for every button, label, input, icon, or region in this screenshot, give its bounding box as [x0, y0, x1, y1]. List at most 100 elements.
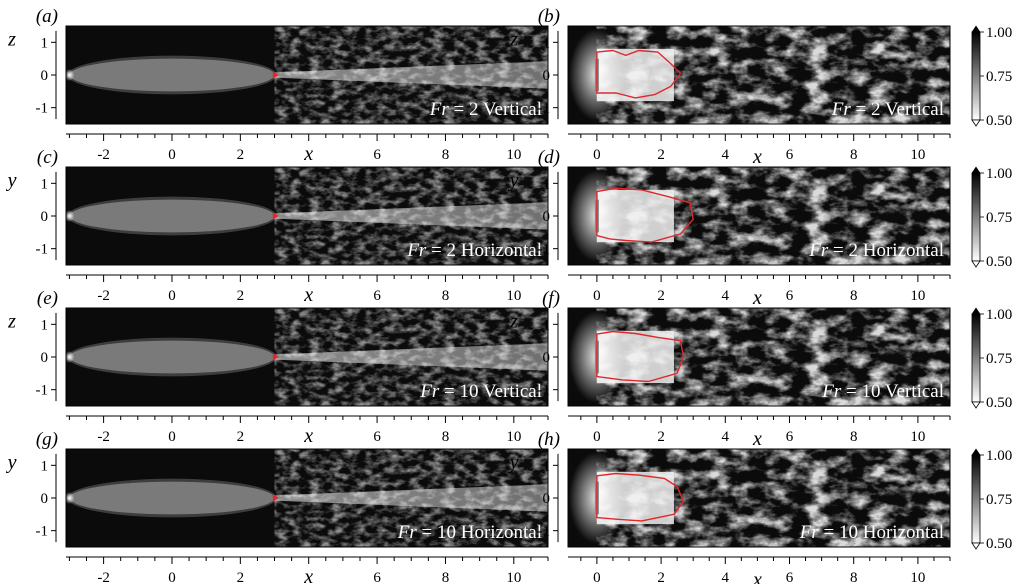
panel-annotation-rest: = 2 Vertical [449, 99, 542, 120]
panel-letter: (a) [36, 6, 58, 27]
tail-marker [272, 353, 279, 361]
h-tick-label: 6 [786, 570, 794, 584]
panel-f: Fr = 10 Vertical(f)10-1z0 2 4 6 8 10x1.000.75… [509, 288, 1012, 450]
v-axis-label: z [7, 29, 16, 51]
h-tick-label: 8 [442, 288, 450, 304]
froude-symbol: Fr [821, 381, 842, 402]
panel-annotation-rest: = 2 Vertical [851, 99, 944, 120]
colorbar-tick-label: 0.75 [986, 351, 1012, 367]
h-axis-label: x [752, 569, 762, 584]
h-axis-label: x [752, 287, 762, 309]
colorbar-tick-label: 0.75 [986, 69, 1012, 85]
h-tick-label: 10 [910, 429, 925, 445]
v-axis-label: z [509, 29, 518, 51]
contour-line [596, 330, 685, 383]
colorbar-tick-label: 0.50 [986, 113, 1012, 129]
h-tick-label: -2 [97, 147, 110, 163]
v-axis-label: z [7, 311, 16, 333]
v-tick-label: 0 [41, 491, 49, 507]
v-tick-label: 1 [543, 458, 551, 474]
v-tick-label: 0 [543, 68, 551, 84]
h-axis-label: x [752, 146, 762, 168]
colorbar-tick-label: 0.75 [986, 210, 1012, 226]
colorbar-bar [971, 454, 981, 544]
colorbar-tick-label: 1.00 [986, 448, 1012, 464]
wake-turbulence [274, 26, 548, 124]
h-tick-label: 6 [786, 147, 794, 163]
v-tick-label: -1 [538, 101, 551, 117]
v-axis-label: y [508, 452, 519, 474]
h-tick-label: 10 [506, 429, 521, 445]
froude-symbol: Fr [406, 240, 427, 261]
colorbar-bottom-arrow [971, 542, 981, 550]
h-tick-label: 10 [910, 288, 925, 304]
nose-glow [66, 210, 75, 222]
panel-annotation-rest: = 2 Horizontal [426, 240, 542, 261]
colorbar-bottom-arrow [971, 401, 981, 409]
plot-area [568, 167, 950, 265]
h-tick-label: 2 [237, 570, 245, 584]
contour-line [596, 187, 694, 243]
froude-symbol: Fr [831, 99, 852, 120]
plot-frame [567, 25, 951, 125]
panel-annotation-rest: = 2 Horizontal [828, 240, 944, 261]
colorbar-tick-label: 0.50 [986, 536, 1012, 552]
colorbar-top-arrow [971, 25, 981, 33]
colorbar-tick-label: 1.00 [986, 307, 1012, 323]
h-tick-label: 4 [722, 147, 730, 163]
h-tick-label: 6 [786, 288, 794, 304]
h-tick-label: 2 [237, 288, 245, 304]
plot-area [568, 308, 950, 406]
plot-area [66, 449, 548, 547]
v-tick-label: -1 [36, 242, 49, 258]
v-tick-label: -1 [538, 524, 551, 540]
plot-area [568, 26, 950, 124]
v-axis-label: y [6, 452, 17, 474]
colorbar-bar [971, 31, 981, 121]
froude-symbol: Fr [419, 381, 440, 402]
h-tick-label: 4 [722, 288, 730, 304]
v-tick-label: -1 [538, 383, 551, 399]
tail-marker [272, 71, 279, 79]
colorbar: 1.00 0.75 0.50 [971, 448, 1012, 552]
plot-area [568, 449, 950, 547]
h-tick-label: 8 [442, 429, 450, 445]
panel-letter: (f) [542, 288, 560, 309]
h-tick-label: 0 [168, 288, 176, 304]
panel-e: Fr = 10 Vertical(e)10-1z-2 0 2 x 6 8 10 [7, 288, 549, 447]
v-tick-label: 1 [41, 176, 49, 192]
body-hull [69, 58, 275, 92]
h-tick-label: 2 [657, 570, 665, 584]
plot-frame [65, 166, 549, 266]
h-tick-label: 4 [722, 429, 730, 445]
v-axis-label: z [509, 311, 518, 333]
v-tick-label: 1 [543, 35, 551, 51]
wake-turbulence [274, 167, 548, 265]
h-tick-label: 8 [442, 570, 450, 584]
h-tick-label: 2 [657, 429, 665, 445]
v-tick-label: 0 [41, 350, 49, 366]
colorbar-top-arrow [971, 307, 981, 315]
h-tick-label: 4 [722, 570, 730, 584]
colorbar-tick-label: 0.50 [986, 395, 1012, 411]
froude-symbol: Fr [397, 522, 418, 543]
panel-annotation: Fr = 10 Vertical [419, 381, 542, 402]
h-axis-label: x [303, 143, 313, 165]
colorbar-tick-label: 1.00 [986, 166, 1012, 182]
v-tick-label: 0 [41, 209, 49, 225]
plot-frame [567, 307, 951, 407]
panel-c: Fr = 2 Horizontal(c)10-1y-2 0 2 x 6 8 10 [6, 147, 549, 306]
h-tick-label: 6 [373, 147, 381, 163]
h-tick-label: 0 [168, 570, 176, 584]
nose-glow [66, 492, 75, 504]
panel-h: Fr = 10 Horizontal(h)10-1y0 2 4 6 8 10x1.000.… [508, 429, 1013, 584]
h-tick-label: 6 [373, 429, 381, 445]
h-axis-label: x [752, 428, 762, 450]
wake-turbulence [274, 308, 548, 406]
h-tick-label: 0 [168, 147, 176, 163]
panel-letter: (b) [538, 6, 560, 27]
v-tick-label: 0 [543, 350, 551, 366]
h-tick-label: 10 [506, 147, 521, 163]
panel-annotation-rest: = 10 Horizontal [819, 522, 944, 543]
body-hull [69, 199, 275, 233]
